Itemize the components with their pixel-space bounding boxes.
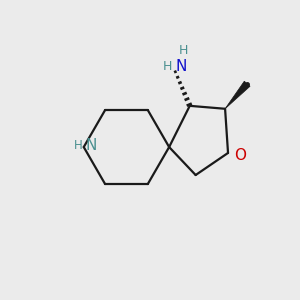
Text: N: N — [176, 58, 187, 74]
Text: H: H — [178, 44, 188, 57]
Text: O: O — [235, 148, 247, 163]
Text: H: H — [163, 60, 172, 73]
Polygon shape — [225, 81, 250, 109]
Text: H: H — [74, 139, 82, 152]
Text: N: N — [85, 138, 97, 153]
